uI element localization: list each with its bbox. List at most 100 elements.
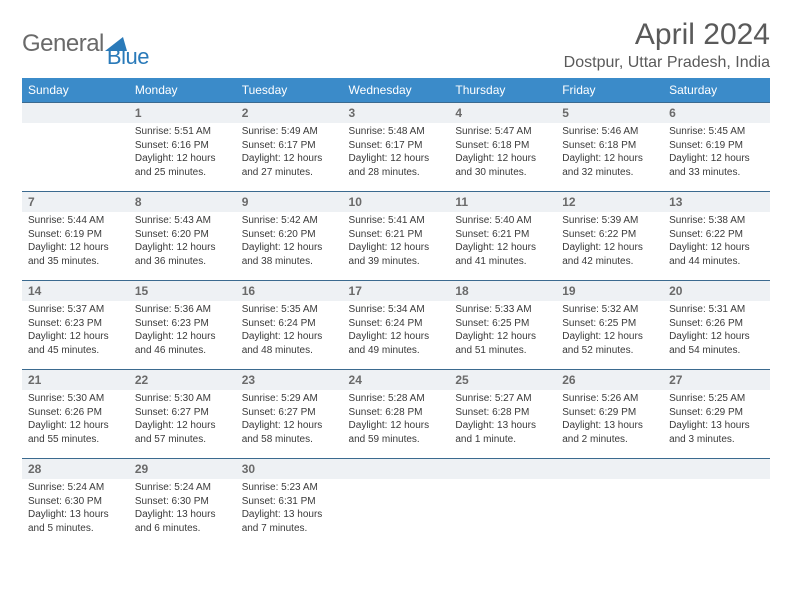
sunset-line: Sunset: 6:30 PM [28,495,123,509]
day-number: 2 [236,103,343,123]
day-cell: 14Sunrise: 5:37 AMSunset: 6:23 PMDayligh… [22,281,129,370]
day-of-week-header: Monday [129,78,236,103]
day-number: 28 [22,459,129,479]
day-details: Sunrise: 5:35 AMSunset: 6:24 PMDaylight:… [236,301,343,361]
daylight-line: Daylight: 12 hours and 28 minutes. [349,152,444,179]
day-details: Sunrise: 5:23 AMSunset: 6:31 PMDaylight:… [236,479,343,539]
daylight-line: Daylight: 12 hours and 39 minutes. [349,241,444,268]
day-number: 21 [22,370,129,390]
sunset-line: Sunset: 6:22 PM [669,228,764,242]
sunrise-line: Sunrise: 5:43 AM [135,214,230,228]
daylight-line: Daylight: 13 hours and 5 minutes. [28,508,123,535]
daylight-line: Daylight: 12 hours and 42 minutes. [562,241,657,268]
sunset-line: Sunset: 6:24 PM [242,317,337,331]
day-number: 15 [129,281,236,301]
day-number [343,459,450,479]
day-number: 16 [236,281,343,301]
daylight-line: Daylight: 13 hours and 7 minutes. [242,508,337,535]
day-details: Sunrise: 5:37 AMSunset: 6:23 PMDaylight:… [22,301,129,361]
sunset-line: Sunset: 6:25 PM [455,317,550,331]
daylight-line: Daylight: 12 hours and 55 minutes. [28,419,123,446]
daylight-line: Daylight: 12 hours and 54 minutes. [669,330,764,357]
day-number: 11 [449,192,556,212]
daylight-line: Daylight: 12 hours and 57 minutes. [135,419,230,446]
sunrise-line: Sunrise: 5:32 AM [562,303,657,317]
day-number: 10 [343,192,450,212]
day-number: 8 [129,192,236,212]
sunset-line: Sunset: 6:17 PM [242,139,337,153]
sunset-line: Sunset: 6:24 PM [349,317,444,331]
day-number: 5 [556,103,663,123]
day-details: Sunrise: 5:31 AMSunset: 6:26 PMDaylight:… [663,301,770,361]
sunrise-line: Sunrise: 5:31 AM [669,303,764,317]
day-number: 4 [449,103,556,123]
day-details: Sunrise: 5:41 AMSunset: 6:21 PMDaylight:… [343,212,450,272]
daylight-line: Daylight: 12 hours and 35 minutes. [28,241,123,268]
day-cell: 23Sunrise: 5:29 AMSunset: 6:27 PMDayligh… [236,370,343,459]
sunset-line: Sunset: 6:22 PM [562,228,657,242]
sunrise-line: Sunrise: 5:28 AM [349,392,444,406]
day-number: 7 [22,192,129,212]
week-row: 21Sunrise: 5:30 AMSunset: 6:26 PMDayligh… [22,370,770,459]
day-of-week-row: SundayMondayTuesdayWednesdayThursdayFrid… [22,78,770,103]
day-cell: 3Sunrise: 5:48 AMSunset: 6:17 PMDaylight… [343,103,450,192]
day-cell: 19Sunrise: 5:32 AMSunset: 6:25 PMDayligh… [556,281,663,370]
day-number: 6 [663,103,770,123]
day-number: 26 [556,370,663,390]
daylight-line: Daylight: 12 hours and 58 minutes. [242,419,337,446]
day-number: 17 [343,281,450,301]
sunset-line: Sunset: 6:25 PM [562,317,657,331]
daylight-line: Daylight: 12 hours and 38 minutes. [242,241,337,268]
day-details: Sunrise: 5:26 AMSunset: 6:29 PMDaylight:… [556,390,663,450]
daylight-line: Daylight: 12 hours and 25 minutes. [135,152,230,179]
day-of-week-header: Wednesday [343,78,450,103]
sunset-line: Sunset: 6:18 PM [562,139,657,153]
sunset-line: Sunset: 6:29 PM [562,406,657,420]
day-details: Sunrise: 5:29 AMSunset: 6:27 PMDaylight:… [236,390,343,450]
sunset-line: Sunset: 6:18 PM [455,139,550,153]
sunrise-line: Sunrise: 5:42 AM [242,214,337,228]
day-cell: 6Sunrise: 5:45 AMSunset: 6:19 PMDaylight… [663,103,770,192]
sunset-line: Sunset: 6:21 PM [455,228,550,242]
day-cell: 15Sunrise: 5:36 AMSunset: 6:23 PMDayligh… [129,281,236,370]
week-row: 1Sunrise: 5:51 AMSunset: 6:16 PMDaylight… [22,103,770,192]
day-number: 25 [449,370,556,390]
daylight-line: Daylight: 12 hours and 30 minutes. [455,152,550,179]
day-details: Sunrise: 5:46 AMSunset: 6:18 PMDaylight:… [556,123,663,183]
day-number [22,103,129,123]
day-details: Sunrise: 5:51 AMSunset: 6:16 PMDaylight:… [129,123,236,183]
header: General Blue April 2024 Dostpur, Uttar P… [22,18,770,72]
sunset-line: Sunset: 6:26 PM [28,406,123,420]
week-row: 7Sunrise: 5:44 AMSunset: 6:19 PMDaylight… [22,192,770,281]
daylight-line: Daylight: 13 hours and 1 minute. [455,419,550,446]
day-cell: 30Sunrise: 5:23 AMSunset: 6:31 PMDayligh… [236,459,343,548]
day-details: Sunrise: 5:25 AMSunset: 6:29 PMDaylight:… [663,390,770,450]
day-number: 30 [236,459,343,479]
day-number [663,459,770,479]
day-cell: 25Sunrise: 5:27 AMSunset: 6:28 PMDayligh… [449,370,556,459]
sunrise-line: Sunrise: 5:23 AM [242,481,337,495]
sunrise-line: Sunrise: 5:26 AM [562,392,657,406]
sunrise-line: Sunrise: 5:34 AM [349,303,444,317]
daylight-line: Daylight: 12 hours and 32 minutes. [562,152,657,179]
daylight-line: Daylight: 13 hours and 3 minutes. [669,419,764,446]
day-details: Sunrise: 5:38 AMSunset: 6:22 PMDaylight:… [663,212,770,272]
day-cell: 13Sunrise: 5:38 AMSunset: 6:22 PMDayligh… [663,192,770,281]
day-number: 20 [663,281,770,301]
location: Dostpur, Uttar Pradesh, India [564,54,770,72]
day-cell: 8Sunrise: 5:43 AMSunset: 6:20 PMDaylight… [129,192,236,281]
day-number: 1 [129,103,236,123]
day-cell [663,459,770,548]
day-cell [556,459,663,548]
day-details: Sunrise: 5:43 AMSunset: 6:20 PMDaylight:… [129,212,236,272]
day-number: 14 [22,281,129,301]
day-cell: 5Sunrise: 5:46 AMSunset: 6:18 PMDaylight… [556,103,663,192]
day-cell: 29Sunrise: 5:24 AMSunset: 6:30 PMDayligh… [129,459,236,548]
week-row: 14Sunrise: 5:37 AMSunset: 6:23 PMDayligh… [22,281,770,370]
sunrise-line: Sunrise: 5:40 AM [455,214,550,228]
day-details: Sunrise: 5:24 AMSunset: 6:30 PMDaylight:… [22,479,129,539]
day-details: Sunrise: 5:49 AMSunset: 6:17 PMDaylight:… [236,123,343,183]
sunrise-line: Sunrise: 5:49 AM [242,125,337,139]
sunrise-line: Sunrise: 5:48 AM [349,125,444,139]
day-number: 27 [663,370,770,390]
